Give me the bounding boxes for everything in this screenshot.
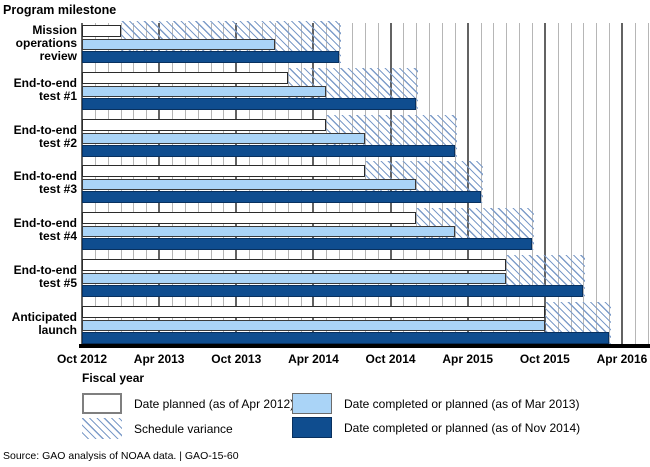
bar-date-planned-apr2012 — [82, 25, 121, 37]
gridline-minor — [634, 23, 636, 344]
x-tick-label: Apr 2016 — [596, 352, 648, 366]
milestone-label: End-to-end test #1 — [13, 75, 77, 103]
gridline-minor — [506, 23, 508, 344]
gridline-minor — [647, 23, 649, 344]
milestone-label: End-to-end test #3 — [13, 169, 77, 197]
legend-swatch-variance-hatch — [82, 418, 122, 439]
milestone-label: End-to-end test #5 — [13, 263, 77, 290]
x-tick-label: Apr 2015 — [442, 352, 494, 366]
x-tick-label: Oct 2012 — [56, 352, 108, 366]
gridline-minor — [570, 23, 572, 344]
gridline-minor — [596, 23, 598, 344]
source-note: Source: GAO analysis of NOAA data. | GAO… — [3, 450, 239, 462]
bar-date-completed-nov2014 — [82, 97, 417, 110]
legend-label-planned: Date planned (as of Apr 2012) — [134, 397, 295, 411]
chart-title: Program milestone — [3, 3, 117, 17]
bar-date-completed-nov2014 — [82, 51, 340, 63]
legend-label-nov2014: Date completed or planned (as of Nov 201… — [344, 421, 581, 435]
bar-date-planned-apr2012 — [82, 165, 365, 178]
gridline-major — [543, 23, 546, 344]
bar-date-completed-mar2013 — [82, 179, 417, 191]
x-tick-label: Oct 2013 — [211, 352, 262, 366]
x-axis-line — [79, 344, 650, 348]
legend-swatch-nov2014 — [292, 417, 332, 438]
x-axis-title: Fiscal year — [82, 371, 145, 385]
bar-date-planned-apr2012 — [82, 259, 507, 271]
x-tick-label: Apr 2013 — [133, 352, 185, 366]
bar-date-planned-apr2012 — [82, 212, 417, 225]
legend-swatch-planned — [82, 393, 122, 414]
bar-date-completed-mar2013 — [82, 273, 507, 284]
bar-date-completed-mar2013 — [82, 226, 455, 238]
bar-date-completed-nov2014 — [82, 331, 610, 344]
bar-date-completed-nov2014 — [82, 144, 455, 157]
bar-date-completed-mar2013 — [82, 39, 275, 50]
x-tick-label: Oct 2015 — [519, 352, 570, 366]
x-tick-label: Apr 2014 — [288, 352, 339, 366]
bar-date-completed-mar2013 — [82, 132, 365, 144]
bar-date-planned-apr2012 — [82, 118, 327, 131]
legend-label-mar2013: Date completed or planned (as of Mar 201… — [344, 397, 580, 411]
bar-date-planned-apr2012 — [82, 71, 288, 84]
bar-date-completed-nov2014 — [82, 238, 532, 251]
milestone-label: Anticipated launch — [11, 309, 77, 337]
gridline-minor — [519, 23, 521, 344]
bar-date-completed-mar2013 — [82, 319, 545, 331]
bar-date-completed-nov2014 — [82, 285, 584, 297]
legend-swatch-mar2013 — [292, 393, 332, 414]
gridline-minor — [609, 23, 611, 344]
x-tick-label: Oct 2014 — [365, 352, 416, 366]
legend-label-variance: Schedule variance — [134, 422, 233, 436]
gridline-minor — [493, 23, 495, 344]
bar-date-completed-mar2013 — [82, 85, 327, 97]
gridline-minor — [557, 23, 559, 344]
milestone-label: End-to-end test #2 — [13, 122, 77, 150]
bar-date-completed-nov2014 — [82, 191, 481, 204]
milestone-label: Mission operations review — [15, 23, 77, 63]
bar-date-planned-apr2012 — [82, 305, 545, 318]
gridline-major — [620, 23, 623, 344]
milestone-label: End-to-end test #4 — [13, 216, 77, 244]
gridline-minor — [583, 23, 585, 344]
gridline-minor — [531, 23, 533, 344]
